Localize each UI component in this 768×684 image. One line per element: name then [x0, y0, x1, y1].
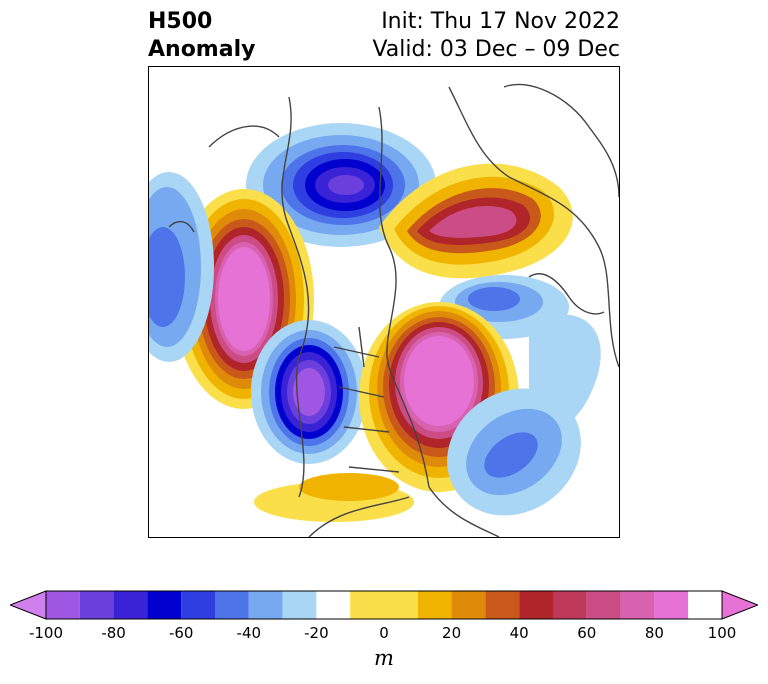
colorbar-tick-label: 60: [577, 624, 597, 642]
colorbar-segment: [688, 591, 722, 619]
colorbar-segment: [350, 591, 418, 619]
map-title: H500 Anomaly: [148, 8, 255, 64]
anomaly-map: [148, 66, 620, 538]
init-date: Init: Thu 17 Nov 2022: [381, 9, 620, 34]
colorbar-segment: [248, 591, 283, 619]
anomaly-neg-north-america: [251, 320, 367, 464]
colorbar-segment: [181, 591, 215, 619]
colorbar-segment: [282, 591, 317, 619]
colorbar-tick-label: -80: [101, 624, 126, 642]
valid-range: Valid: 03 Dec – 09 Dec: [372, 37, 620, 62]
colorbar-ticks: -100 -80 -60 -40 -20 0 20 40 60 80 100: [0, 624, 768, 646]
title-field-type: Anomaly: [148, 37, 256, 62]
colorbar-segment: [316, 591, 351, 619]
colorbar-segment: [215, 591, 249, 619]
colorbar-tick-label: 80: [644, 624, 664, 642]
colorbar-segment: [417, 591, 452, 619]
colorbar-over-triangle: [721, 590, 758, 620]
colorbar-frame: [45, 590, 723, 620]
colorbar-segment: [79, 591, 114, 619]
colorbar-unit: m: [374, 646, 394, 670]
colorbar-segment: [485, 591, 520, 619]
anomaly-pos-south: [254, 473, 414, 522]
colorbar-tick-label: -60: [168, 624, 194, 642]
map-dates: Init: Thu 17 Nov 2022 Valid: 03 Dec – 09…: [372, 8, 620, 64]
colorbar-segment: [654, 591, 689, 619]
colorbar-segment: [586, 591, 621, 619]
colorbar-segment: [147, 591, 182, 619]
title-field-name: H500: [148, 9, 213, 34]
colorbar-segment: [46, 591, 80, 619]
colorbar-segment: [113, 591, 148, 619]
colorbar-tick-label: -40: [236, 624, 262, 642]
colorbar-segment: [451, 591, 486, 619]
colorbar-tick-label: -20: [304, 624, 329, 642]
anomaly-neg-europe: [439, 275, 601, 431]
colorbar-tick-label: -100: [28, 624, 64, 642]
coastlines: [168, 83, 619, 537]
colorbar-under-triangle: [10, 590, 47, 620]
anomaly-pos-russia: [379, 163, 573, 279]
colorbar-tick-label: 100: [707, 624, 737, 642]
colorbar-tick-label: 40: [509, 624, 529, 642]
anomaly-neg-west-edge: [149, 172, 214, 362]
colorbar-segment: [553, 591, 587, 619]
colorbar-segment: [620, 591, 655, 619]
anomaly-map-svg: [149, 83, 619, 537]
anomaly-neg-atlantic: [447, 388, 581, 516]
colorbar-tick-label: 20: [442, 624, 462, 642]
colorbar: [10, 590, 758, 620]
colorbar-tick-label: 0: [379, 624, 389, 642]
colorbar-segment: [519, 591, 553, 619]
